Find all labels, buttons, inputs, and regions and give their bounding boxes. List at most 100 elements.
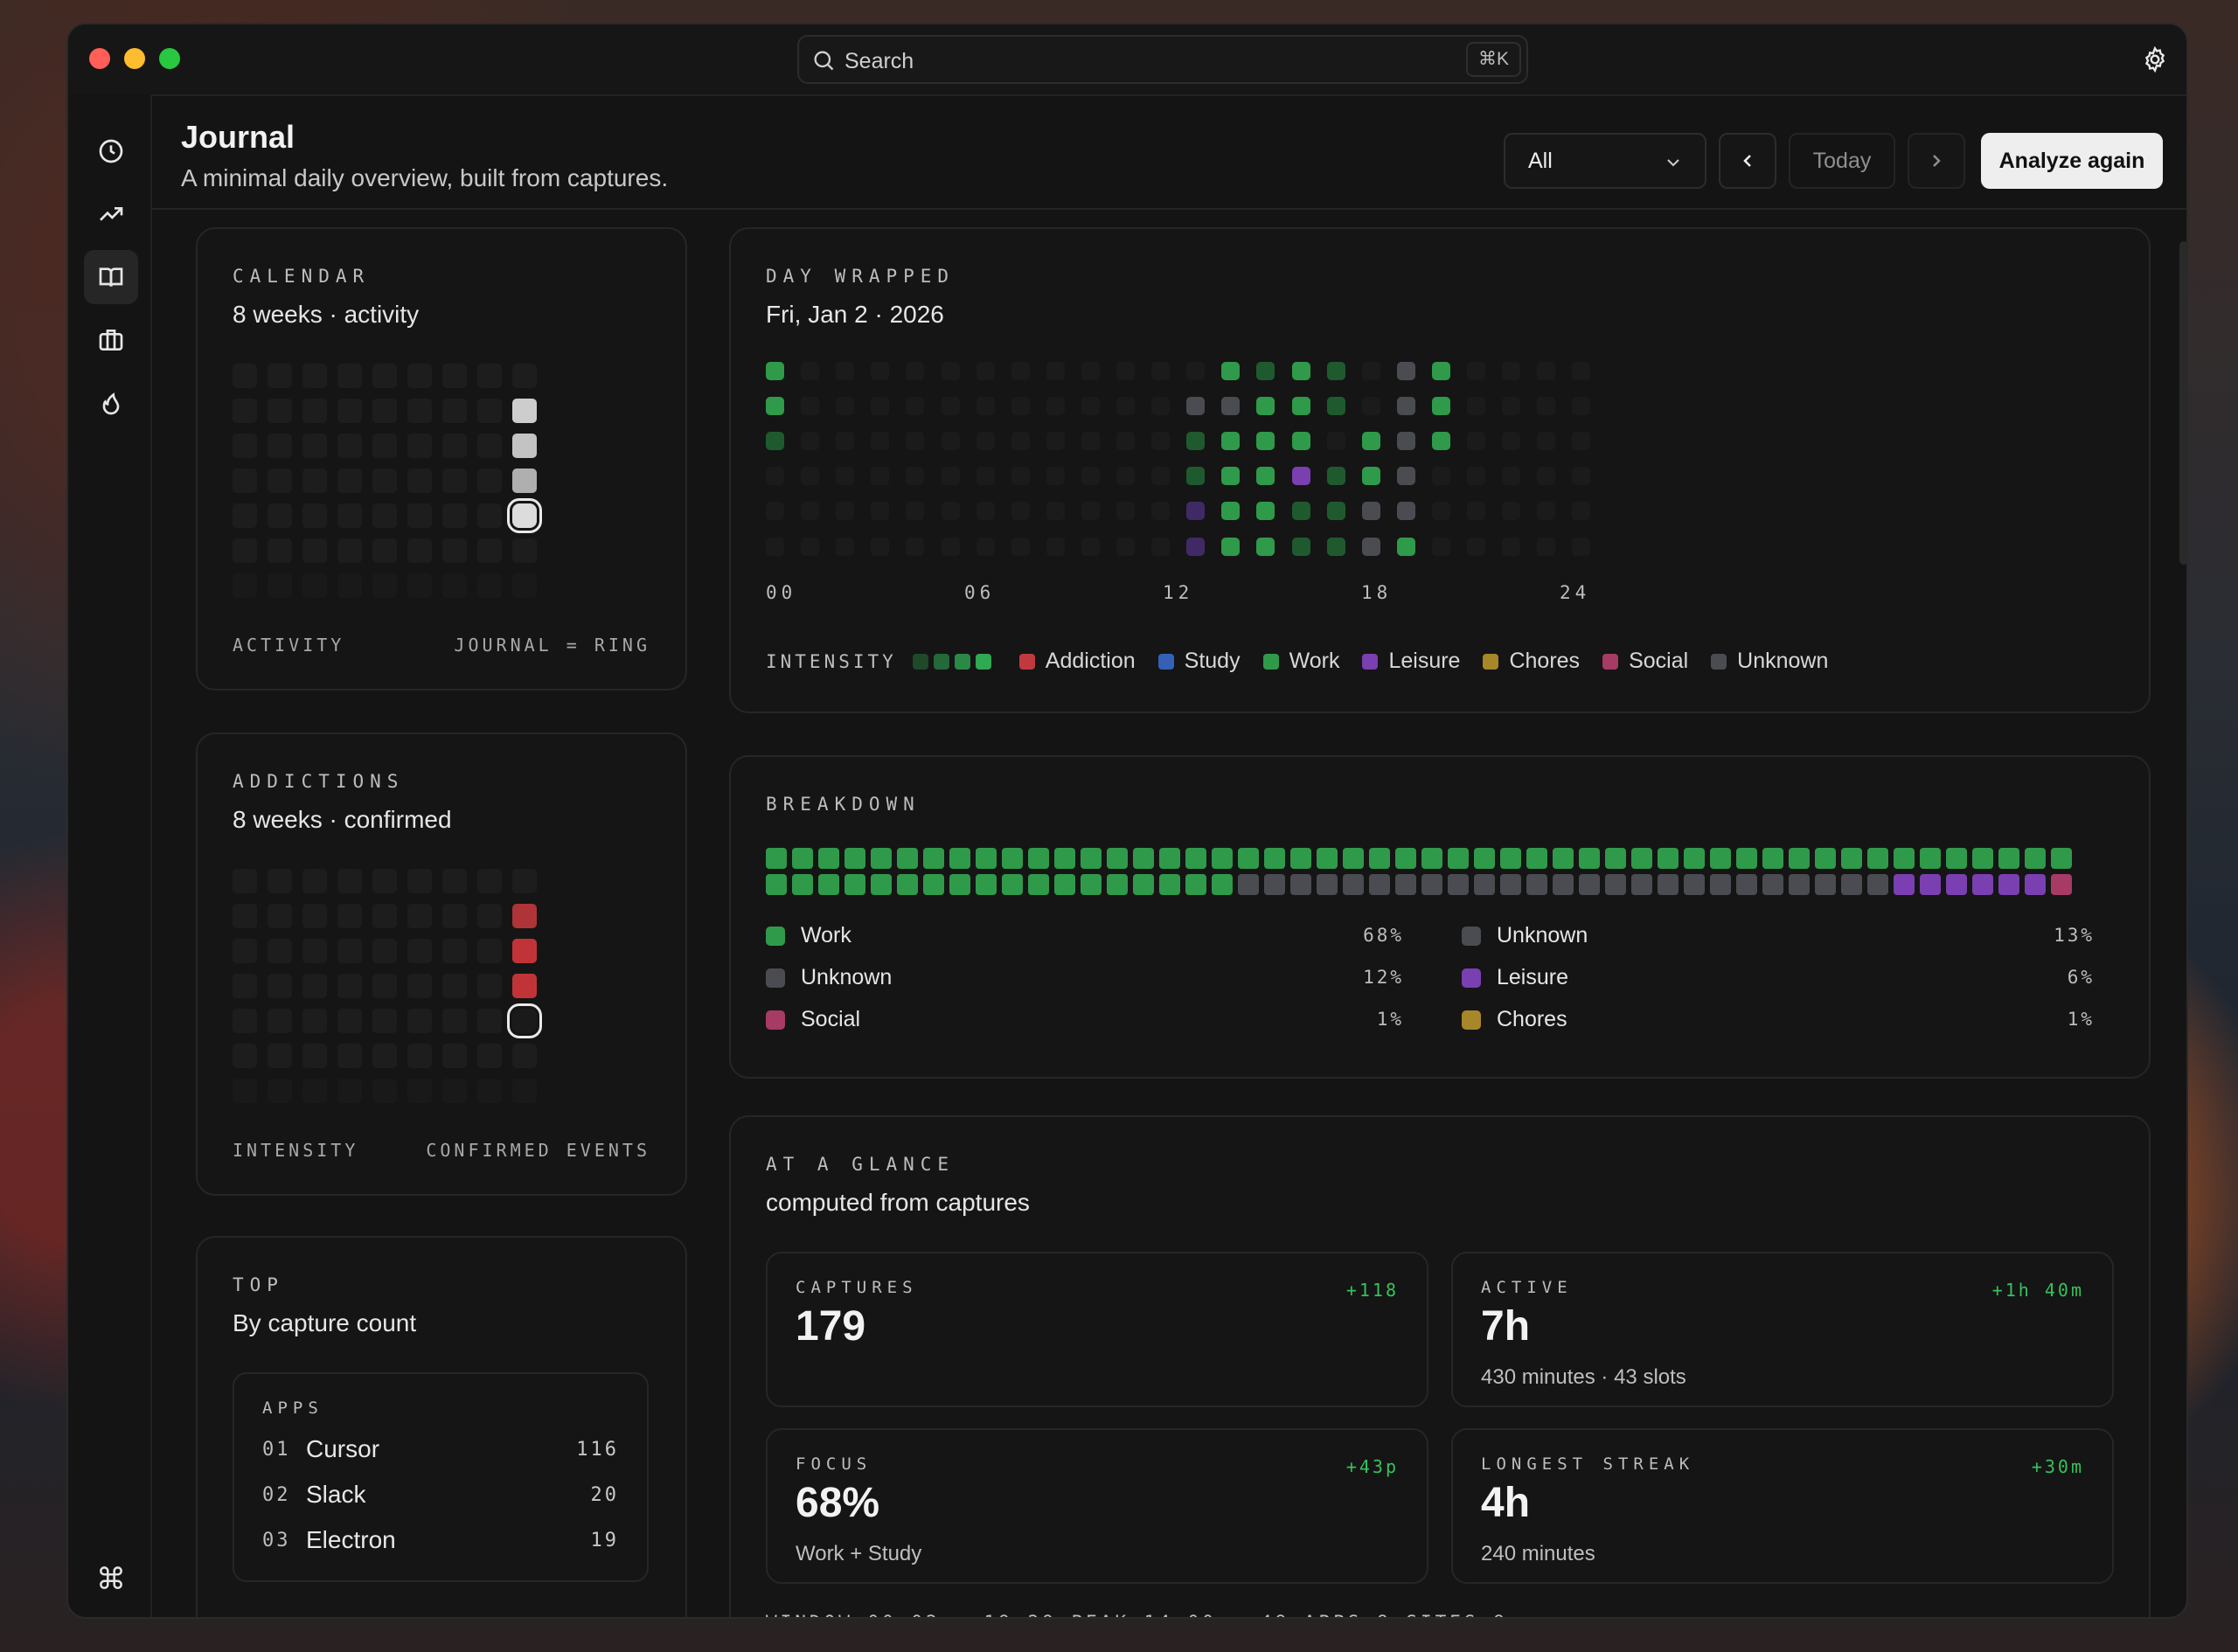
calendar-day-cell[interactable] — [233, 1044, 257, 1068]
timeline-slot[interactable] — [1572, 397, 1591, 416]
calendar-day-cell[interactable] — [233, 974, 257, 998]
timeline-slot[interactable] — [1116, 432, 1135, 451]
calendar-day-cell[interactable] — [407, 904, 432, 928]
timeline-slot[interactable] — [1572, 537, 1591, 556]
timeline-slot[interactable] — [871, 397, 890, 416]
calendar-day-cell[interactable] — [302, 434, 327, 458]
timeline-slot[interactable] — [1151, 502, 1171, 521]
calendar-day-cell[interactable] — [407, 364, 432, 388]
calendar-day-cell[interactable] — [302, 939, 327, 963]
calendar-day-cell[interactable] — [233, 1009, 257, 1033]
calendar-day-cell[interactable] — [372, 904, 397, 928]
timeline-slot[interactable] — [1431, 432, 1450, 451]
calendar-day-cell[interactable] — [268, 503, 292, 528]
timeline-slot[interactable] — [1291, 467, 1310, 486]
timeline-slot[interactable] — [801, 432, 820, 451]
calendar-day-cell[interactable] — [442, 469, 467, 493]
timeline-slot[interactable] — [1502, 537, 1521, 556]
timeline-slot[interactable] — [1256, 362, 1275, 380]
timeline-slot[interactable] — [871, 362, 890, 380]
timeline-slot[interactable] — [1081, 397, 1100, 416]
calendar-day-cell[interactable] — [512, 469, 537, 493]
calendar-day-cell[interactable] — [442, 1044, 467, 1068]
calendar-day-cell[interactable] — [477, 1079, 502, 1103]
timeline-slot[interactable] — [976, 502, 995, 521]
calendar-day-cell[interactable] — [268, 869, 292, 893]
timeline-slot[interactable] — [1326, 467, 1345, 486]
timeline-slot[interactable] — [1116, 362, 1135, 380]
calendar-day-cell[interactable] — [302, 573, 327, 598]
timeline-slot[interactable] — [1116, 537, 1135, 556]
timeline-slot[interactable] — [941, 537, 960, 556]
calendar-day-cell[interactable] — [407, 573, 432, 598]
timeline-slot[interactable] — [1186, 467, 1206, 486]
calendar-day-cell[interactable] — [233, 538, 257, 563]
timeline-slot[interactable] — [906, 362, 925, 380]
timeline-slot[interactable] — [1537, 397, 1556, 416]
calendar-day-cell[interactable] — [233, 434, 257, 458]
calendar-day-cell[interactable] — [337, 869, 362, 893]
timeline-slot[interactable] — [871, 467, 890, 486]
timeline-slot[interactable] — [1081, 362, 1100, 380]
calendar-day-cell[interactable] — [512, 869, 537, 893]
timeline-slot[interactable] — [1396, 467, 1415, 486]
timeline-slot[interactable] — [1431, 467, 1450, 486]
list-item[interactable]: 02 Slack 20 — [262, 1481, 619, 1509]
timeline-slot[interactable] — [1431, 502, 1450, 521]
sidebar-item-trends[interactable] — [84, 187, 138, 241]
timeline-slot[interactable] — [1151, 362, 1171, 380]
timeline-slot[interactable] — [1326, 502, 1345, 521]
calendar-day-cell[interactable] — [512, 904, 537, 928]
timeline-slot[interactable] — [1537, 362, 1556, 380]
previous-day-button[interactable] — [1719, 133, 1776, 189]
timeline-slot[interactable] — [1502, 467, 1521, 486]
calendar-day-cell[interactable] — [233, 469, 257, 493]
calendar-day-cell[interactable] — [233, 904, 257, 928]
timeline-slot[interactable] — [1467, 467, 1485, 486]
calendar-day-cell[interactable] — [372, 1009, 397, 1033]
timeline-slot[interactable] — [836, 502, 855, 521]
timeline-slot[interactable] — [1186, 362, 1206, 380]
calendar-day-cell[interactable] — [337, 503, 362, 528]
calendar-day-cell[interactable] — [337, 469, 362, 493]
timeline-slot[interactable] — [836, 537, 855, 556]
timeline-slot[interactable] — [1572, 362, 1591, 380]
timeline-slot[interactable] — [871, 502, 890, 521]
calendar-day-cell[interactable] — [337, 1009, 362, 1033]
calendar-day-cell[interactable] — [407, 538, 432, 563]
timeline-slot[interactable] — [941, 362, 960, 380]
calendar-day-cell[interactable] — [372, 939, 397, 963]
timeline-slot[interactable] — [941, 467, 960, 486]
calendar-day-cell[interactable] — [337, 1079, 362, 1103]
timeline-slot[interactable] — [1467, 502, 1485, 521]
calendar-day-cell[interactable] — [512, 974, 537, 998]
timeline-slot[interactable] — [1326, 397, 1345, 416]
timeline-slot[interactable] — [1186, 502, 1206, 521]
timeline-slot[interactable] — [1361, 537, 1380, 556]
calendar-day-cell[interactable] — [477, 1009, 502, 1033]
calendar-day-cell[interactable] — [442, 1079, 467, 1103]
calendar-day-cell[interactable] — [372, 503, 397, 528]
calendar-day-cell[interactable] — [268, 974, 292, 998]
timeline-slot[interactable] — [871, 432, 890, 451]
calendar-day-cell[interactable] — [302, 974, 327, 998]
timeline-slot[interactable] — [1256, 502, 1275, 521]
calendar-day-cell[interactable] — [372, 538, 397, 563]
calendar-day-cell[interactable] — [337, 434, 362, 458]
timeline-slot[interactable] — [1361, 432, 1380, 451]
timeline-slot[interactable] — [1361, 397, 1380, 416]
timeline-slot[interactable] — [1502, 432, 1521, 451]
timeline-slot[interactable] — [1291, 502, 1310, 521]
calendar-day-cell[interactable] — [337, 573, 362, 598]
timeline-slot[interactable] — [976, 432, 995, 451]
calendar-day-cell[interactable] — [477, 869, 502, 893]
category-filter-select[interactable]: All — [1504, 133, 1706, 189]
calendar-day-cell[interactable] — [512, 1079, 537, 1103]
timeline-slot[interactable] — [906, 397, 925, 416]
calendar-day-cell[interactable] — [233, 573, 257, 598]
timeline-slot[interactable] — [1396, 362, 1415, 380]
calendar-day-cell[interactable] — [442, 538, 467, 563]
timeline-slot[interactable] — [1116, 502, 1135, 521]
timeline-slot[interactable] — [1221, 397, 1241, 416]
calendar-day-cell[interactable] — [477, 573, 502, 598]
